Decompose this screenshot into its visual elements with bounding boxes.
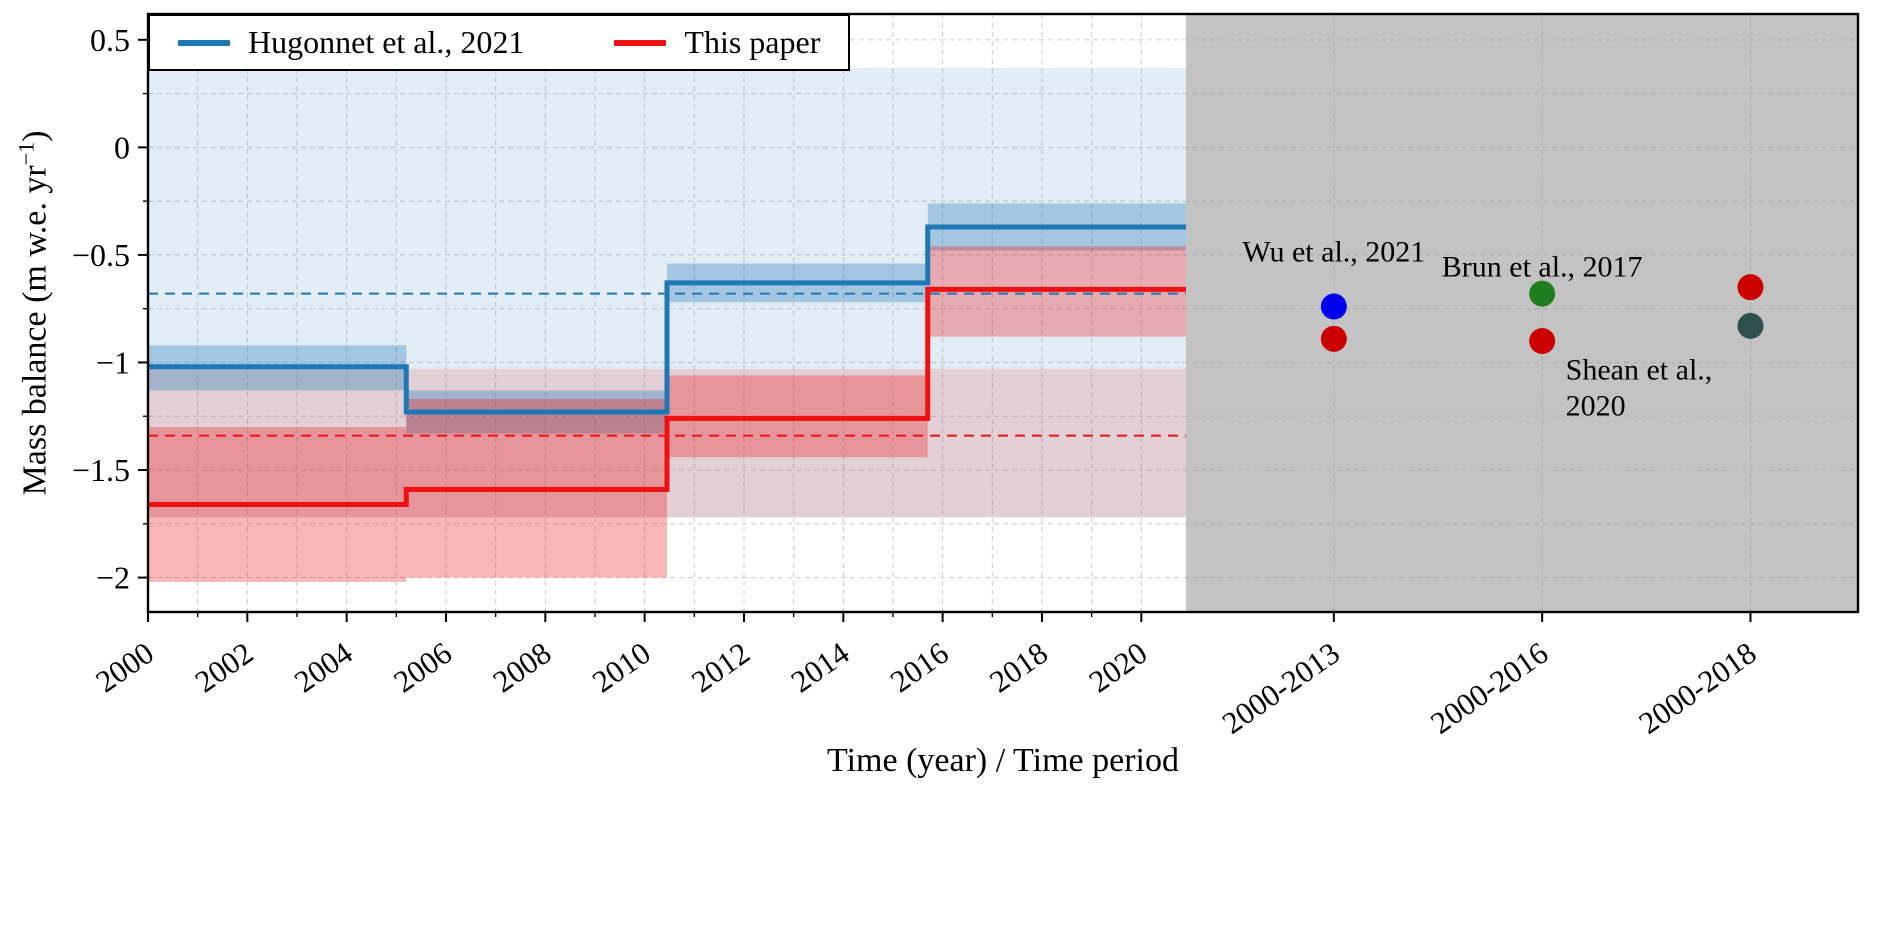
x-tick-label: 2012 [685,635,756,699]
comparison-region-background [1186,14,1858,612]
y-axis-label-close: ) [16,130,54,142]
x-tick-label: 2008 [486,635,557,699]
annotation-brun-et-al-2017: Brun et al., 2017 [1442,250,1643,283]
x-axis-label: Time (year) / Time period [827,742,1179,779]
point-brun-et-al-2017-2000-2016 [1529,280,1556,307]
axes-frame [146,12,1860,614]
legend-label-hugonnet: Hugonnet et al., 2021 [248,24,525,60]
x-tick-label: 2000 [89,635,160,699]
y-tick-label: −0.5 [72,237,130,273]
x-period-tick-label: 2000-2013 [1216,635,1346,741]
x-tick-label: 2018 [983,635,1054,699]
legend-item-this-paper: This paper [614,24,821,60]
legend: Hugonnet et al., 2021 This paper [148,14,851,72]
this-paper-step-line [148,286,1186,507]
point-this-paper-2000-2018 [1737,274,1764,301]
hugonnet-et-al-2021-step-line [148,224,1186,415]
legend-label-this-paper: This paper [684,24,821,60]
x-tick-label: 2020 [1082,635,1153,699]
y-tick-label: −1.5 [72,452,130,488]
hugonnet-line-swatch [178,39,230,46]
x-period-tick-label: 2000-2016 [1424,635,1554,741]
this-paper-line-swatch [614,39,667,46]
x-tick-label: 2004 [288,635,359,700]
y-tick-label: 0.5 [90,22,130,58]
legend-item-hugonnet: Hugonnet et al., 2021 [178,24,525,60]
x-period-tick-label: 2000-2018 [1632,635,1762,741]
y-tick-label: −1 [96,344,130,380]
y-tick-label: 0 [114,129,130,165]
x-tick-label: 2006 [387,635,458,699]
point-this-paper-2000-2016 [1529,327,1556,354]
y-axis-label-text: Mass balance (m w.e. yr [16,165,54,496]
y-axis-label: Mass balance (m w.e. yr−1) [13,131,54,496]
x-tick-label: 2002 [188,635,259,699]
y-tick-label: −2 [96,560,130,596]
x-tick-label: 2016 [884,635,955,699]
x-tick-label: 2010 [586,635,657,699]
point-wu-et-al-2021-2000-2013 [1320,293,1347,320]
x-tick-label: 2014 [784,635,855,700]
point-shean-et-al-2020-2000-2018 [1737,312,1764,339]
annotation-wu-et-al-2021: Wu et al., 2021 [1242,235,1425,268]
annotation-shean-et-al: 2020 [1566,390,1626,423]
point-this-paper-2000-2013 [1320,325,1347,352]
annotation-shean-et-al: Shean et al., [1566,354,1713,387]
y-axis-label-superscript: −1 [13,141,39,166]
